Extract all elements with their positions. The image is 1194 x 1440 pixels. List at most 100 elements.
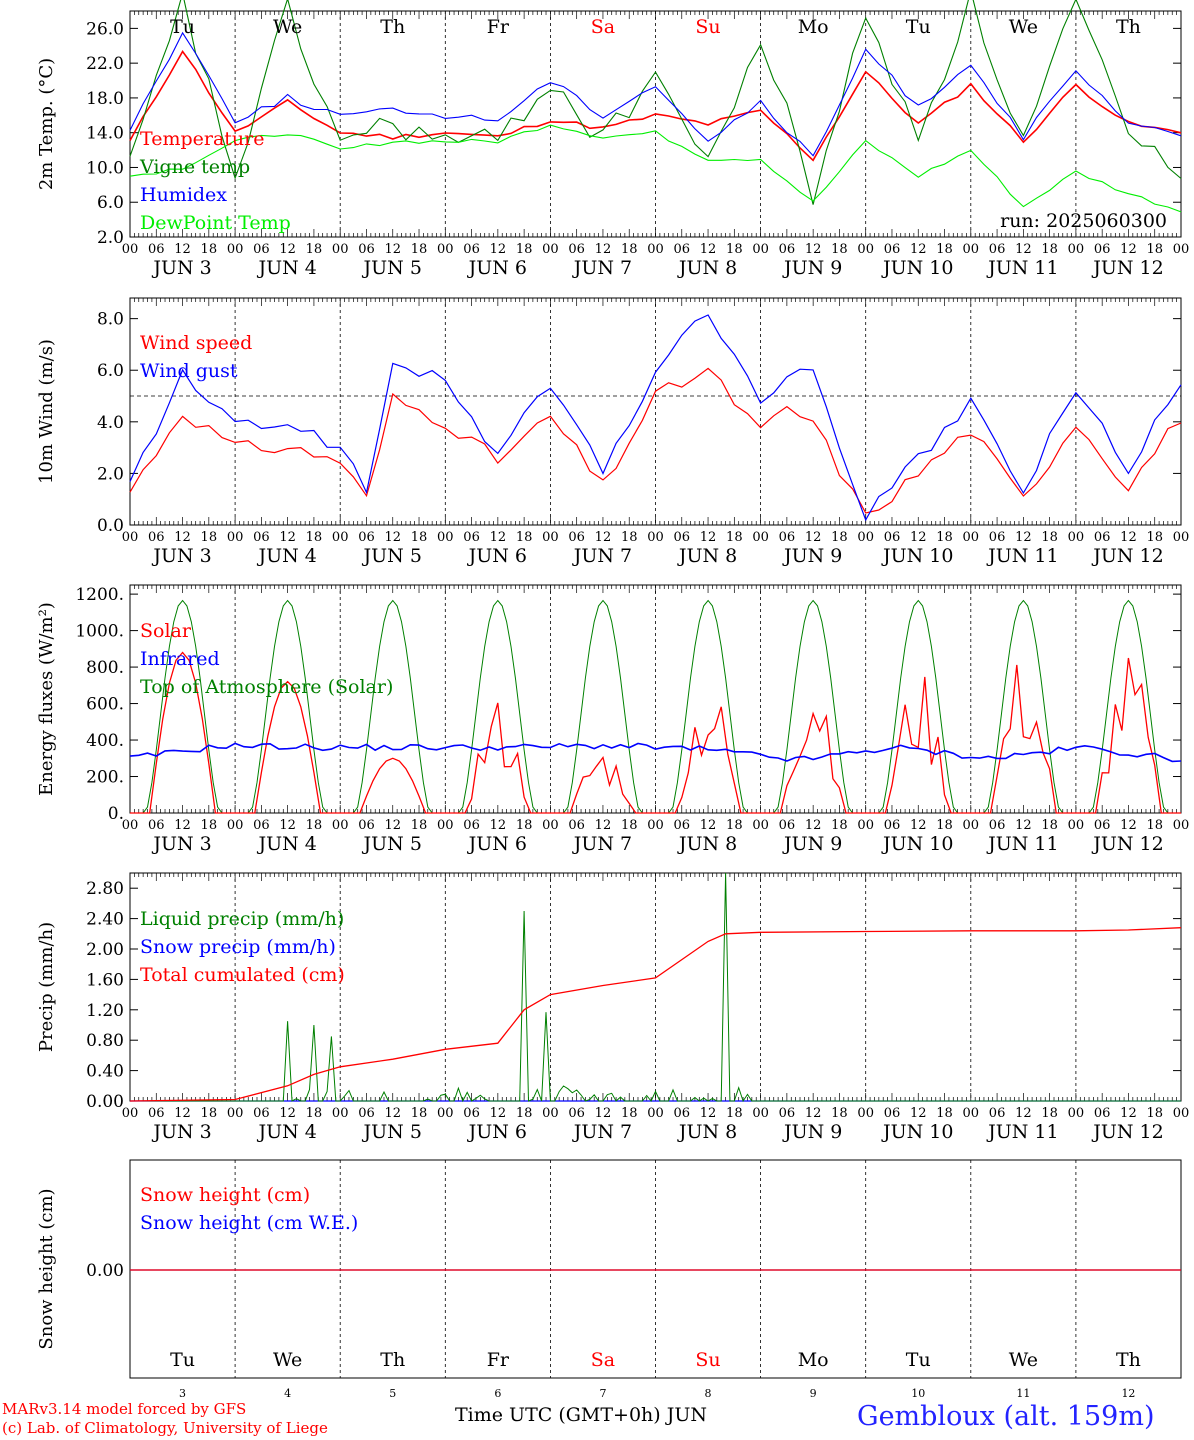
hour-tick-label: 06 [1094, 530, 1111, 545]
hour-tick-label: 00 [437, 242, 454, 257]
hour-tick-label: 12 [490, 530, 507, 545]
hour-tick-label: 12 [279, 242, 296, 257]
hour-tick-label: 06 [1094, 242, 1111, 257]
run-label: run: 2025060300 [1000, 210, 1167, 232]
hour-tick-label: 18 [1146, 530, 1163, 545]
date-label: JUN 10 [881, 257, 953, 279]
y-tick-label: 800. [86, 658, 124, 678]
station-label: Gembloux (alt. 159m) [857, 1401, 1155, 1432]
y-tick-label: 1200. [75, 585, 124, 605]
hour-tick-label: 18 [516, 818, 533, 833]
hour-tick-label: 00 [122, 242, 139, 257]
series-total-cumulated [129, 927, 1182, 1102]
date-label: JUN 9 [782, 257, 842, 279]
y-tick-label: 400. [86, 731, 124, 751]
day-abbr: Su [695, 16, 720, 38]
hour-tick-label: 12 [805, 818, 822, 833]
hour-tick-label: 06 [779, 242, 796, 257]
date-label: JUN 10 [881, 833, 953, 855]
legend-vigne-temp: Vigne temp [139, 156, 250, 178]
hour-tick-label: 06 [463, 818, 480, 833]
day-number: 7 [599, 1387, 606, 1400]
hour-tick-label: 18 [201, 530, 218, 545]
day-abbr: Th [380, 16, 405, 38]
legend-snow-height-cm-: Snow height (cm) [140, 1184, 310, 1206]
day-number: 12 [1121, 1387, 1135, 1400]
hour-tick-label: 00 [227, 242, 244, 257]
date-label: JUN 3 [151, 257, 211, 279]
day-abbr: We [273, 1349, 302, 1371]
hour-tick-label: 18 [726, 1106, 743, 1121]
hour-tick-label: 00 [647, 530, 664, 545]
series-wind-speed [129, 367, 1182, 514]
hour-tick-label: 00 [122, 818, 139, 833]
date-label: JUN 8 [677, 1121, 737, 1143]
hour-tick-label: 12 [490, 818, 507, 833]
hour-tick-label: 00 [332, 242, 349, 257]
series-temperature [129, 50, 1182, 162]
hour-tick-label: 18 [621, 1106, 638, 1121]
hour-tick-label: 12 [700, 818, 717, 833]
hour-tick-label: 00 [542, 530, 559, 545]
y-axis-label: Snow height (cm) [36, 1188, 57, 1349]
hour-tick-label: 18 [306, 530, 323, 545]
hour-tick-label: 18 [936, 530, 953, 545]
day-number: 5 [389, 1387, 396, 1400]
y-tick-label: 0. [108, 804, 124, 824]
hour-tick-label: 06 [463, 530, 480, 545]
day-abbr: Fr [487, 1349, 510, 1371]
hour-tick-label: 00 [857, 818, 874, 833]
day-abbr: Tu [170, 16, 195, 38]
y-tick-label: 22.0 [86, 54, 124, 74]
date-label: JUN 6 [467, 545, 527, 567]
hour-tick-label: 18 [1041, 530, 1058, 545]
date-label: JUN 4 [256, 257, 316, 279]
hour-tick-label: 12 [910, 530, 927, 545]
hour-tick-label: 12 [174, 530, 191, 545]
hour-tick-label: 18 [411, 818, 428, 833]
hour-tick-label: 06 [674, 1106, 691, 1121]
hour-tick-label: 06 [148, 818, 165, 833]
hour-tick-label: 12 [805, 530, 822, 545]
hour-tick-label: 06 [148, 242, 165, 257]
hour-tick-label: 00 [647, 1106, 664, 1121]
y-tick-label: 600. [86, 695, 124, 715]
hour-tick-label: 00 [1173, 1106, 1190, 1121]
hour-tick-label: 00 [857, 242, 874, 257]
hour-tick-label: 18 [831, 530, 848, 545]
date-label: JUN 12 [1091, 257, 1163, 279]
day-abbr: Fr [487, 16, 510, 38]
hour-tick-label: 06 [358, 1106, 375, 1121]
y-tick-label: 14.0 [86, 124, 124, 144]
hour-tick-label: 12 [174, 818, 191, 833]
legend-temperature: Temperature [140, 128, 264, 150]
day-number: 10 [911, 1387, 925, 1400]
hour-tick-label: 12 [384, 530, 401, 545]
y-tick-label: 1.60 [86, 970, 124, 990]
hour-tick-label: 00 [752, 818, 769, 833]
y-tick-label: 1.20 [86, 1001, 124, 1021]
series-liquid-precip [130, 872, 1181, 1103]
hour-tick-label: 12 [1120, 530, 1137, 545]
hour-tick-label: 06 [884, 242, 901, 257]
hour-tick-label: 18 [831, 1106, 848, 1121]
y-axis-label: 10m Wind (m/s) [36, 339, 57, 484]
date-label: JUN 12 [1091, 545, 1163, 567]
hour-tick-label: 18 [1146, 818, 1163, 833]
series-infrared [129, 742, 1182, 763]
hour-tick-label: 00 [542, 1106, 559, 1121]
hour-tick-label: 18 [1041, 818, 1058, 833]
hour-tick-label: 00 [857, 530, 874, 545]
hour-tick-label: 12 [595, 530, 612, 545]
hour-tick-label: 12 [805, 242, 822, 257]
hour-tick-label: 18 [621, 818, 638, 833]
y-tick-label: 2.0 [97, 228, 124, 248]
hour-tick-label: 18 [411, 530, 428, 545]
hour-tick-label: 12 [1120, 1106, 1137, 1121]
hour-tick-label: 18 [201, 242, 218, 257]
hour-tick-label: 06 [253, 818, 270, 833]
legend-liquid-precip-mm-h-: Liquid precip (mm/h) [140, 908, 344, 930]
hour-tick-label: 00 [437, 530, 454, 545]
hour-tick-label: 12 [1015, 818, 1032, 833]
hour-tick-label: 06 [674, 818, 691, 833]
